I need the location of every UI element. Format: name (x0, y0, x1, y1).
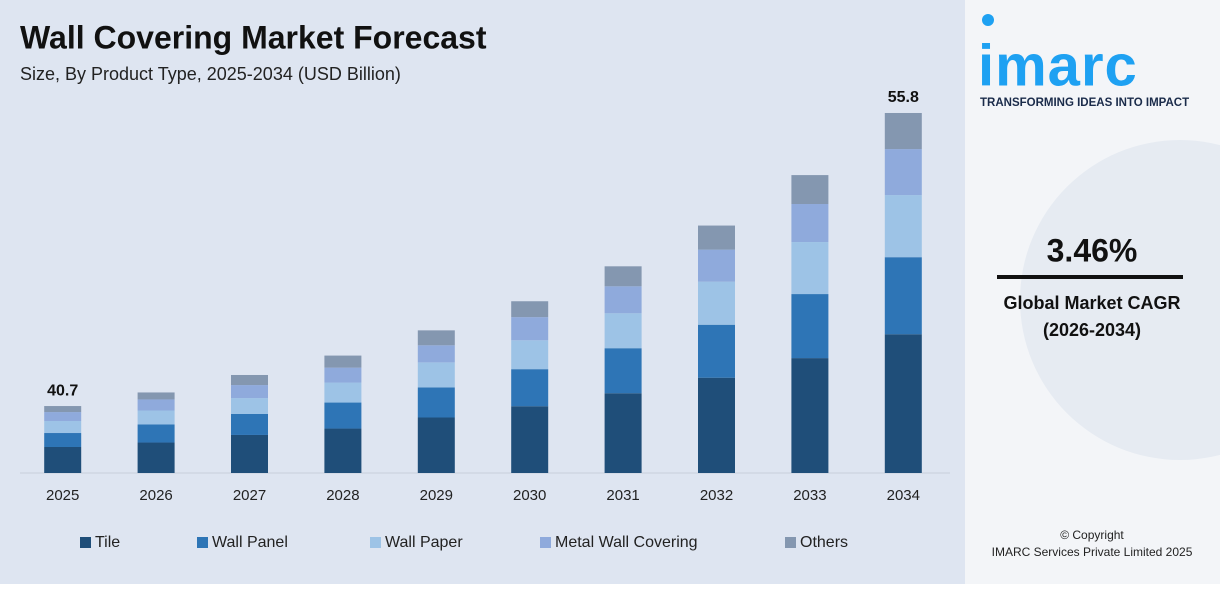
x-tick-label: 2029 (420, 487, 453, 504)
legend-swatch (785, 537, 796, 548)
bar-segment (417, 362, 455, 388)
x-tick-label: 2030 (513, 487, 546, 504)
total-label: 40.7 (47, 382, 78, 399)
bar-segment (324, 355, 362, 368)
x-tick-label: 2026 (139, 487, 172, 504)
bar-segment (417, 345, 455, 363)
bar-segment (44, 412, 82, 421)
bar-segment (137, 410, 175, 425)
legend-swatch (197, 537, 208, 548)
bar-segment (604, 313, 642, 349)
bar-segment (604, 266, 642, 287)
x-tick-label: 2028 (326, 487, 359, 504)
copyright: © Copyright (1060, 528, 1124, 542)
bar-segment (511, 406, 549, 473)
bar-segment (231, 374, 268, 386)
bar-segment (791, 204, 829, 243)
x-tick-label: 2025 (46, 487, 79, 504)
bar-segment (604, 393, 642, 473)
bar-segment (324, 367, 362, 383)
bar-segment (884, 257, 922, 335)
bar-segment (791, 294, 829, 359)
legend-swatch (540, 537, 551, 548)
legend-label: Others (800, 534, 848, 551)
chart-subtitle: Size, By Product Type, 2025-2034 (USD Bi… (20, 64, 401, 84)
sidebar-decoration (1020, 140, 1220, 460)
bar-segment (884, 195, 922, 258)
bar-segment (604, 286, 642, 314)
bar-segment (511, 340, 549, 370)
cagr-rule (997, 275, 1183, 279)
bar-segment (44, 406, 82, 413)
bar-segment (231, 434, 268, 473)
bar-segment (511, 317, 549, 341)
bar-segment (417, 417, 455, 473)
cagr-value: 3.46% (1047, 232, 1138, 268)
cagr-caption: Global Market CAGR (1003, 293, 1180, 313)
bar-segment (324, 428, 362, 473)
tagline: TRANSFORMING IDEAS INTO IMPACT (980, 97, 1189, 109)
bar-segment (417, 330, 455, 346)
bar-segment (44, 433, 82, 447)
bar-segment (604, 348, 642, 394)
bar-segment (791, 242, 829, 295)
bar-segment (884, 334, 922, 473)
bar-segment (324, 402, 362, 429)
bar-segment (137, 442, 175, 473)
legend-label: Tile (95, 534, 120, 551)
bar-segment (791, 358, 829, 473)
logo: imarc (978, 33, 1138, 98)
bar-segment (137, 424, 175, 443)
x-tick-label: 2031 (606, 487, 639, 504)
total-label: 55.8 (888, 89, 919, 106)
x-tick-label: 2032 (700, 487, 733, 504)
bar-segment (231, 385, 268, 399)
logo-dot (982, 14, 994, 26)
chart-title: Wall Covering Market Forecast (20, 19, 487, 55)
legend-label: Wall Paper (385, 534, 463, 551)
bar-segment (884, 112, 922, 150)
bar-segment (698, 324, 735, 378)
bar-segment (137, 392, 175, 400)
bar-segment (417, 387, 455, 418)
bar-segment (698, 249, 735, 282)
cagr-period: (2026-2034) (1043, 320, 1141, 340)
bar-segment (511, 369, 549, 407)
legend-swatch (370, 537, 381, 548)
bar-segment (44, 446, 82, 473)
bar-segment (884, 149, 922, 196)
bar-segment (511, 301, 549, 318)
bar-segment (44, 420, 82, 434)
bar-segment (698, 281, 735, 325)
x-tick-label: 2027 (233, 487, 266, 504)
x-tick-label: 2033 (793, 487, 826, 504)
company: IMARC Services Private Limited 2025 (992, 545, 1193, 559)
bar-segment (324, 382, 362, 403)
bar-segment (791, 175, 829, 205)
bar-segment (698, 377, 735, 473)
bar-segment (231, 414, 268, 435)
x-tick-label: 2034 (887, 487, 920, 504)
bar-segment (231, 398, 268, 415)
legend-label: Wall Panel (212, 534, 288, 551)
legend-label: Metal Wall Covering (555, 534, 698, 551)
bar-segment (137, 399, 175, 411)
legend-swatch (80, 537, 91, 548)
bar-segment (698, 225, 735, 250)
